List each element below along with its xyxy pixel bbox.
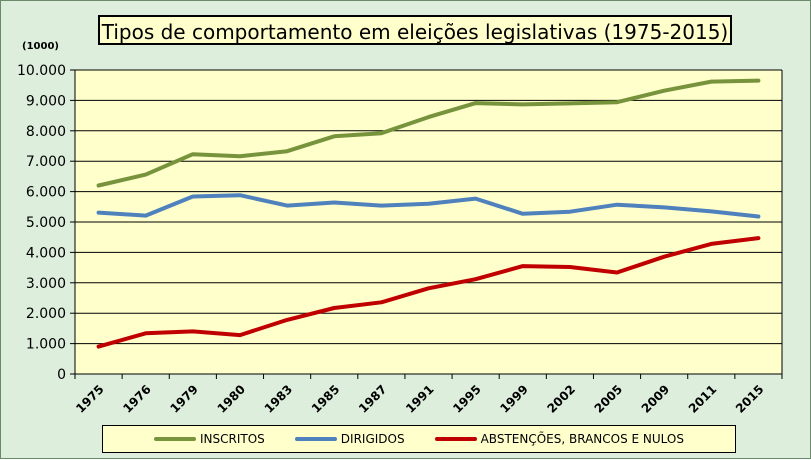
data-point-1-8	[474, 197, 478, 201]
data-point-1-13	[709, 209, 713, 213]
data-point-2-13	[709, 242, 713, 246]
legend-swatch-inscritos	[154, 437, 197, 441]
data-point-2-11	[615, 270, 619, 274]
data-point-2-14	[756, 236, 760, 240]
data-point-2-0	[97, 345, 101, 349]
x-tick-label: 1976	[120, 382, 154, 416]
data-point-1-9	[521, 212, 525, 216]
data-point-1-7	[427, 202, 430, 206]
legend-entry-dirigidos: DIRIGIDOS	[294, 432, 405, 446]
legend-entry-inscritos: INSCRITOS	[154, 432, 265, 446]
data-point-0-3	[238, 154, 242, 158]
x-tick-label: 1987	[356, 382, 390, 416]
x-tick-label: 1991	[403, 382, 437, 416]
x-tick-label: 1995	[450, 382, 484, 416]
legend-label-dirigidos: DIRIGIDOS	[340, 432, 405, 446]
x-tick-label: 2009	[639, 382, 673, 416]
data-point-0-5	[332, 134, 336, 138]
data-point-1-12	[662, 205, 666, 209]
data-point-2-4	[285, 318, 289, 322]
y-tick-label: 0	[57, 367, 66, 383]
data-point-1-5	[332, 201, 336, 205]
data-point-1-14	[756, 215, 760, 219]
chart-legend: INSCRITOS DIRIGIDOS ABSTENÇÕES, BRANCOS …	[102, 425, 736, 453]
x-tick-label: 2002	[545, 382, 579, 416]
data-point-0-1	[144, 173, 148, 177]
data-point-0-4	[285, 149, 289, 153]
x-tick-label: 1985	[309, 382, 343, 416]
data-point-0-7	[427, 115, 430, 119]
y-tick-label: 1.000	[26, 337, 66, 353]
data-point-0-0	[97, 184, 101, 188]
y-tick-label: 10.000	[17, 63, 66, 79]
data-point-0-12	[662, 89, 666, 93]
data-point-2-8	[474, 277, 478, 281]
data-point-2-3	[238, 333, 242, 337]
data-point-0-13	[709, 80, 713, 84]
x-tick-label: 2011	[686, 382, 720, 416]
data-point-1-6	[379, 204, 383, 208]
data-point-0-2	[191, 152, 195, 156]
y-tick-label: 3.000	[26, 276, 66, 292]
data-point-2-1	[144, 331, 148, 335]
data-point-1-0	[97, 211, 101, 215]
x-tick-label: 2015	[733, 382, 767, 416]
data-point-1-3	[238, 193, 242, 197]
data-point-1-2	[191, 194, 195, 198]
data-point-2-7	[427, 286, 430, 290]
data-point-0-11	[615, 100, 619, 104]
legend-label-inscritos: INSCRITOS	[200, 432, 265, 446]
legend-swatch-abstencoes	[434, 437, 477, 441]
x-tick-label: 1999	[497, 382, 531, 416]
x-tick-label: 2005	[592, 382, 626, 416]
data-point-1-1	[144, 214, 148, 218]
y-axis-unit-label: (1000)	[22, 41, 59, 52]
data-point-1-10	[568, 210, 572, 214]
x-tick-label: 1983	[262, 382, 296, 416]
data-point-2-12	[662, 255, 666, 259]
legend-entry-abstencoes: ABSTENÇÕES, BRANCOS E NULOS	[434, 432, 684, 446]
legend-swatch-dirigidos	[294, 437, 337, 441]
data-point-0-9	[521, 102, 525, 106]
data-point-0-14	[756, 79, 760, 83]
x-tick-label: 1980	[215, 382, 249, 416]
data-point-0-10	[568, 101, 572, 105]
y-tick-label: 2.000	[26, 306, 66, 322]
y-tick-label: 4.000	[26, 245, 66, 261]
y-tick-label: 9.000	[26, 93, 66, 109]
legend-label-abstencoes: ABSTENÇÕES, BRANCOS E NULOS	[480, 432, 684, 446]
data-point-0-6	[379, 131, 383, 135]
y-tick-label: 6.000	[26, 185, 66, 201]
chart-title: Tipos de comportamento em eleições legis…	[98, 15, 732, 45]
data-point-2-10	[568, 265, 572, 269]
data-point-0-8	[474, 101, 478, 105]
y-tick-label: 5.000	[26, 215, 66, 231]
data-point-2-6	[379, 300, 383, 304]
x-tick-label: 1979	[167, 382, 201, 416]
data-point-1-11	[615, 203, 619, 207]
data-point-2-5	[332, 306, 336, 310]
y-tick-label: 8.000	[26, 124, 66, 140]
x-tick-label: 1975	[73, 382, 107, 416]
data-point-2-9	[521, 264, 525, 268]
y-tick-label: 7.000	[26, 154, 66, 170]
data-point-2-2	[191, 329, 195, 333]
data-point-1-4	[285, 204, 289, 208]
